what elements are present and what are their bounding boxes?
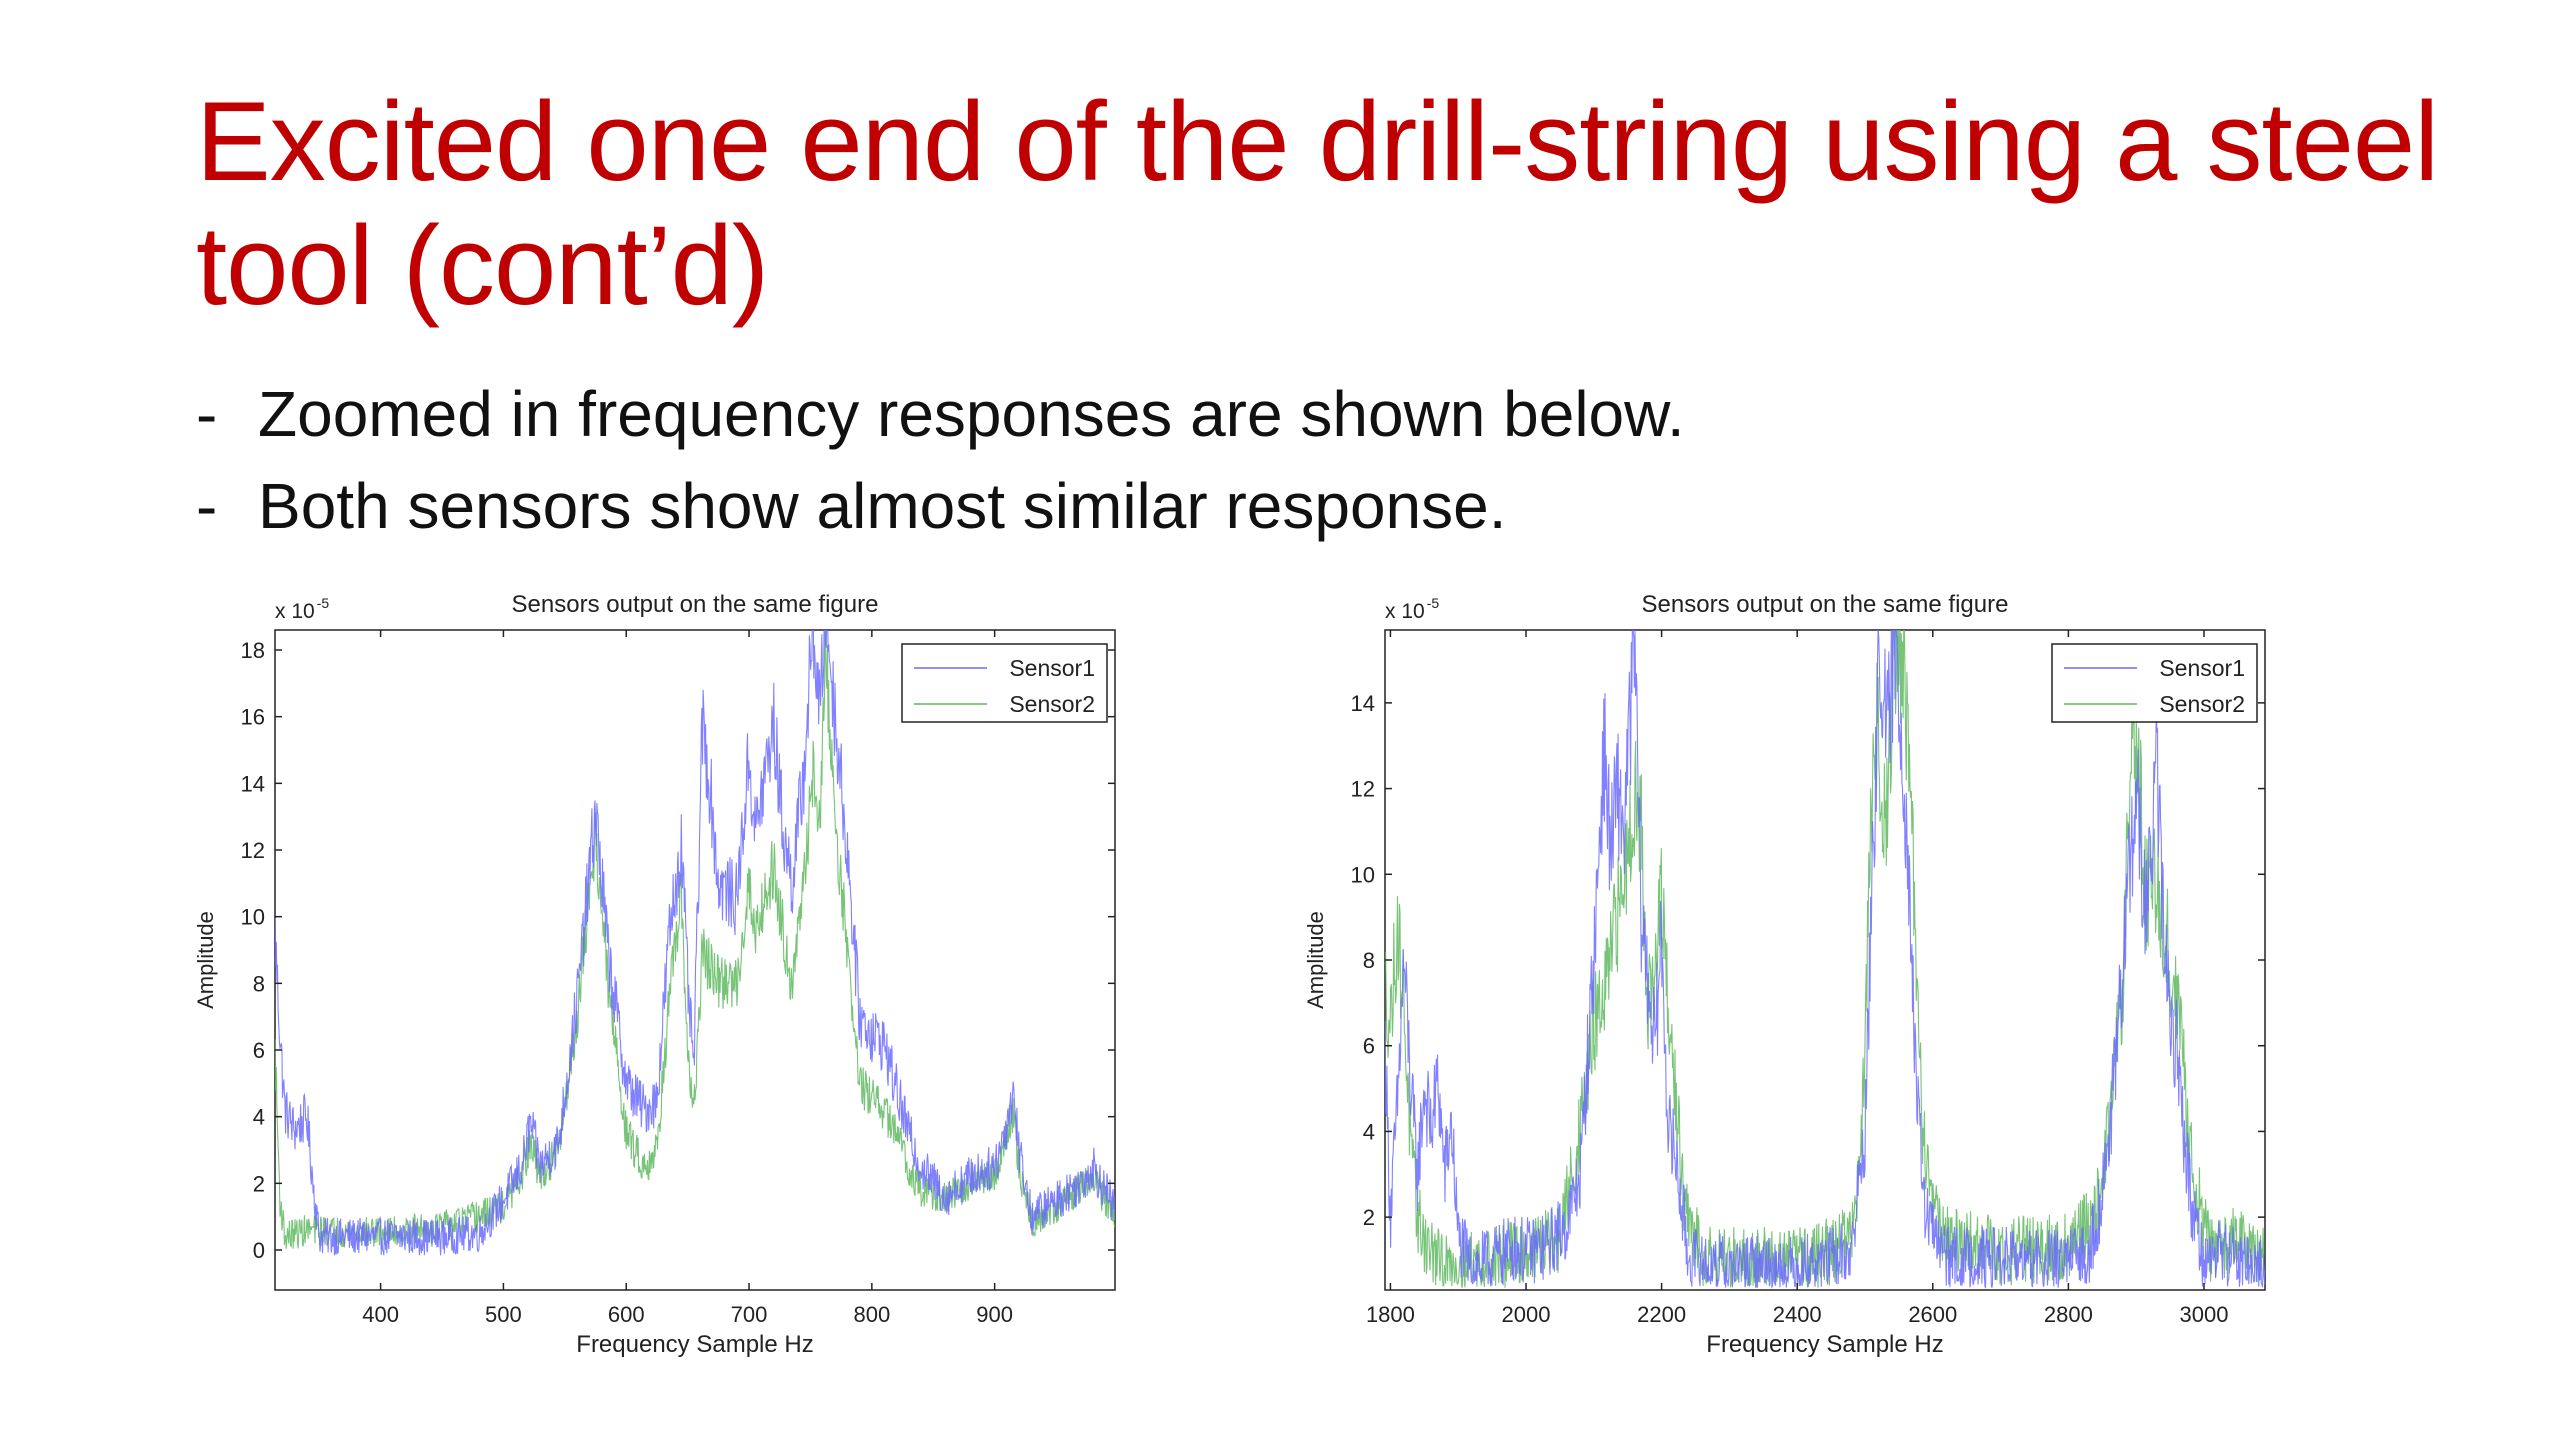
legend-label-sensor2: Sensor2	[2159, 691, 2245, 717]
y-tick-label: 10	[1351, 862, 1375, 887]
y-tick-label: 2	[1363, 1205, 1375, 1230]
x-tick-label: 400	[362, 1302, 399, 1327]
series-group	[275, 630, 1115, 1256]
y-tick-label: 12	[1351, 777, 1375, 802]
series-group	[1385, 630, 2265, 1290]
x-axis-label: Frequency Sample Hz	[1706, 1331, 1943, 1358]
x-tick-label: 3000	[2180, 1302, 2229, 1327]
y-tick-label: 0	[253, 1238, 265, 1263]
plot-area	[1384, 629, 2266, 1291]
bullet-text: Zoomed in frequency responses are shown …	[258, 378, 1685, 450]
x-tick-label: 2200	[1637, 1302, 1686, 1327]
y-tick-label: 8	[253, 971, 265, 996]
x-tick-label: 2000	[1502, 1302, 1551, 1327]
y-multiplier: x 10	[1385, 600, 1425, 623]
legend-label-sensor2: Sensor2	[1009, 691, 1095, 717]
y-tick-label: 12	[241, 838, 265, 863]
bullet-marker: -	[196, 378, 218, 450]
legend-box	[2051, 643, 2258, 723]
slide-title: Excited one end of the drill-string usin…	[196, 79, 2439, 328]
y-tick-label: 2	[253, 1171, 265, 1196]
x-tick-label: 800	[853, 1302, 890, 1327]
x-tick-label: 2800	[2044, 1302, 2093, 1327]
chart-right: 1800 2000 2200 2400 2600 2800 3000 2 4 6 8 10 12 14 x …	[1303, 591, 2266, 1358]
chart-title: Sensors output on the same figure	[1642, 591, 2009, 618]
y-tick-label: 14	[241, 771, 265, 796]
bullet-item: - Both sensors show almost similar respo…	[196, 460, 2396, 552]
x-tick-label: 2400	[1773, 1302, 1822, 1327]
y-tick-label: 8	[1363, 948, 1375, 973]
y-tick-label: 16	[241, 705, 265, 730]
x-tick-label: 2600	[1908, 1302, 1957, 1327]
chart-left: 400 500 600 700 800 900 0 2 4 6 8 10 12 14 16 18 x 10 -5 S…	[193, 591, 1116, 1358]
x-tick-label: 700	[731, 1302, 768, 1327]
y-tick-label: 4	[1363, 1119, 1375, 1144]
y-tick-label: 18	[241, 638, 265, 663]
x-tick-label: 900	[976, 1302, 1013, 1327]
y-tick-label: 6	[253, 1038, 265, 1063]
legend-label-sensor1: Sensor1	[1009, 655, 1095, 681]
y-tick-label: 6	[1363, 1034, 1375, 1059]
y-exponent-label: x 10 -5	[275, 595, 329, 623]
legend-label-sensor1: Sensor1	[2159, 655, 2245, 681]
series-line-sensor2	[275, 630, 1115, 1250]
x-tick-label: 600	[608, 1302, 645, 1327]
legend-box	[901, 643, 1108, 723]
y-axis-label: Amplitude	[1303, 911, 1328, 1009]
bullet-marker: -	[196, 470, 218, 542]
y-tick-label: 10	[241, 905, 265, 930]
bullet-item: - Zoomed in frequency responses are show…	[196, 368, 2396, 460]
x-tick-label: 500	[485, 1302, 522, 1327]
y-tick-label: 4	[253, 1105, 265, 1130]
y-exponent: -5	[1427, 595, 1440, 611]
y-exponent-label: x 10 -5	[1385, 595, 1439, 623]
series-line-sensor1	[275, 630, 1115, 1256]
y-exponent: -5	[317, 595, 330, 611]
x-axis-label: Frequency Sample Hz	[576, 1331, 813, 1358]
y-tick-label: 14	[1351, 691, 1375, 716]
y-axis-label: Amplitude	[193, 911, 218, 1009]
bullet-list: - Zoomed in frequency responses are show…	[196, 368, 2396, 552]
bullet-text: Both sensors show almost similar respons…	[258, 470, 1507, 542]
y-multiplier: x 10	[275, 600, 315, 623]
chart-title: Sensors output on the same figure	[512, 591, 879, 618]
series-line-sensor1	[1385, 630, 2265, 1290]
x-tick-label: 1800	[1366, 1302, 1415, 1327]
